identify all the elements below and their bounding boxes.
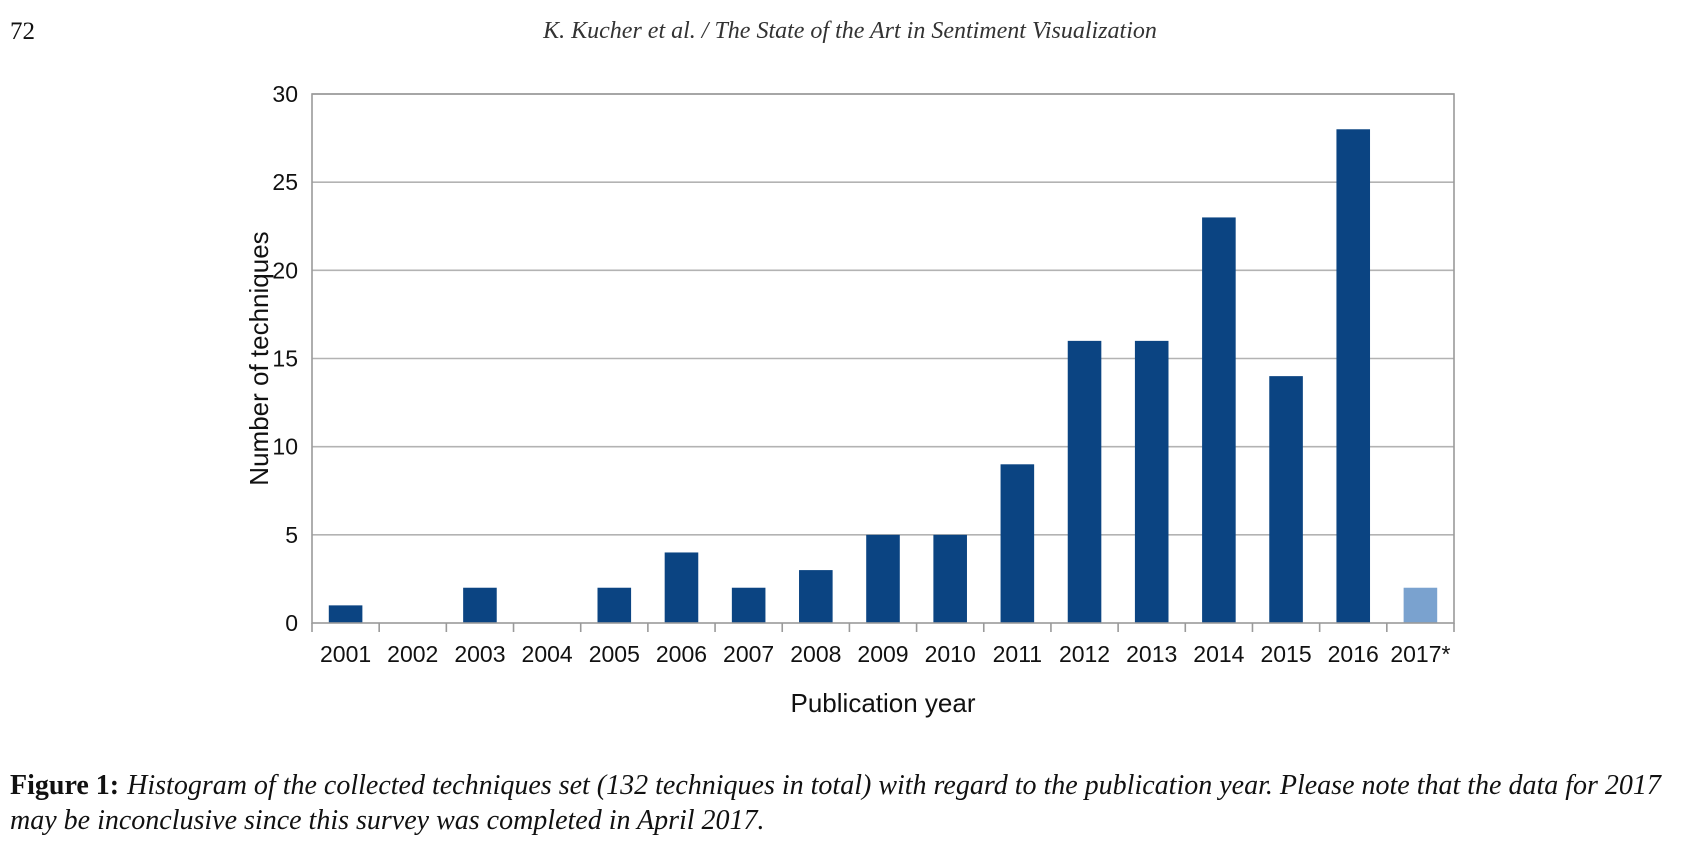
figure-label: Figure 1: xyxy=(10,770,120,801)
bar-2017-partial xyxy=(1403,587,1438,623)
bar-layer xyxy=(328,129,1438,623)
x-tick-label: 2015 xyxy=(1260,641,1311,667)
x-tick-label: 2007 xyxy=(723,641,774,667)
y-tick-label: 30 xyxy=(272,81,298,107)
x-tick-label: 2014 xyxy=(1193,641,1244,667)
bar-2012 xyxy=(1067,340,1102,623)
figure-caption-text: Histogram of the collected techniques se… xyxy=(10,770,1661,836)
label-layer: 0 5 10 15 20 25 30 2001 2002 2003 2004 2005 2006 2007… xyxy=(272,81,1450,667)
bar-2008 xyxy=(799,570,833,623)
bar-2007 xyxy=(731,587,766,623)
x-tick-label: 2005 xyxy=(589,641,640,667)
bar-chart: 0 5 10 15 20 25 30 2001 2002 2003 2004 2005 2006 2007… xyxy=(244,81,1455,718)
x-tick-label: 2008 xyxy=(790,641,841,667)
x-tick-label: 2001 xyxy=(320,641,371,667)
y-tick-label: 0 xyxy=(285,610,298,636)
bar-2006 xyxy=(664,552,699,623)
x-tick-label: 2009 xyxy=(857,641,908,667)
x-tick-label: 2016 xyxy=(1328,641,1379,667)
bar-2016 xyxy=(1336,129,1371,623)
bar-2010 xyxy=(933,534,967,623)
y-axis-title: Number of techniques xyxy=(244,231,274,485)
axis-layer xyxy=(311,93,1455,632)
bar-2014 xyxy=(1202,217,1236,623)
bar-2015 xyxy=(1269,376,1303,623)
plot-frame xyxy=(311,93,1455,624)
bar-2003 xyxy=(463,587,497,623)
x-tick-label: 2002 xyxy=(387,641,438,667)
y-tick-label: 15 xyxy=(272,346,298,372)
page-number: 72 xyxy=(10,18,35,45)
y-tick-label: 25 xyxy=(272,169,298,195)
x-tick-label: 2003 xyxy=(454,641,505,667)
figure-caption: Figure 1: Histogram of the collected tech… xyxy=(10,768,1695,838)
x-tick-label: 2013 xyxy=(1126,641,1177,667)
bar-2009 xyxy=(866,534,900,623)
y-tick-label: 5 xyxy=(285,522,298,548)
x-tick-label: 2004 xyxy=(522,641,573,667)
bar-2005 xyxy=(597,587,632,623)
bar-2001 xyxy=(328,605,363,623)
x-tick-label: 2011 xyxy=(993,641,1042,667)
y-tick-label: 20 xyxy=(272,257,298,283)
x-tick-label: 2010 xyxy=(925,641,976,667)
y-tick-label: 10 xyxy=(272,434,298,460)
x-tick-label: 2012 xyxy=(1059,641,1110,667)
x-tick-label: 2017* xyxy=(1390,641,1450,667)
running-header: K. Kucher et al. / The State of the Art … xyxy=(543,18,1157,44)
bar-2013 xyxy=(1134,340,1169,623)
x-tick-label: 2006 xyxy=(656,641,707,667)
bar-2011 xyxy=(1000,464,1035,623)
x-axis-title: Publication year xyxy=(791,688,976,718)
